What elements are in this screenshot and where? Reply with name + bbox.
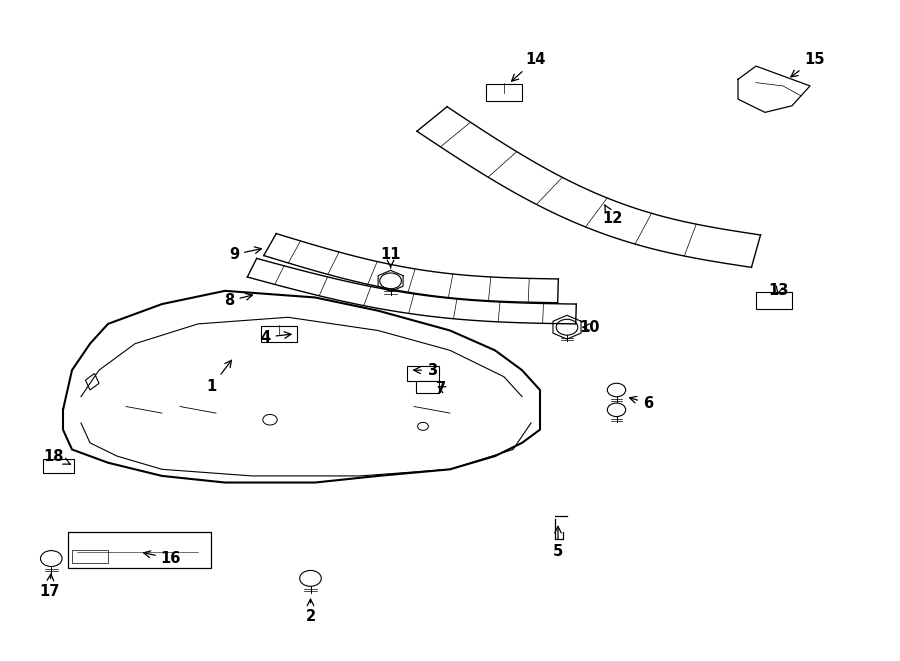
Text: 2: 2 (305, 599, 316, 623)
Text: 1: 1 (206, 360, 231, 394)
Text: 8: 8 (224, 293, 252, 308)
Text: 18: 18 (44, 449, 70, 464)
Bar (486, 85, 522, 100)
Text: 15: 15 (791, 52, 824, 77)
Text: 5: 5 (553, 526, 563, 559)
Text: 6: 6 (629, 396, 653, 410)
Text: 16: 16 (144, 551, 181, 566)
Text: 4: 4 (260, 330, 291, 344)
Bar (756, 292, 792, 309)
Text: 14: 14 (511, 52, 545, 81)
Text: 10: 10 (580, 320, 599, 334)
Bar (407, 366, 438, 381)
Text: 3: 3 (414, 363, 437, 377)
Bar (43, 459, 74, 473)
Text: 12: 12 (602, 205, 622, 225)
Text: 11: 11 (381, 247, 400, 268)
Text: 7: 7 (436, 381, 446, 395)
Bar (72, 550, 108, 563)
Bar (68, 532, 211, 568)
Text: 17: 17 (40, 574, 59, 599)
Text: 13: 13 (769, 284, 788, 298)
Bar (261, 326, 297, 342)
Bar (416, 381, 438, 393)
Text: 9: 9 (229, 247, 261, 262)
